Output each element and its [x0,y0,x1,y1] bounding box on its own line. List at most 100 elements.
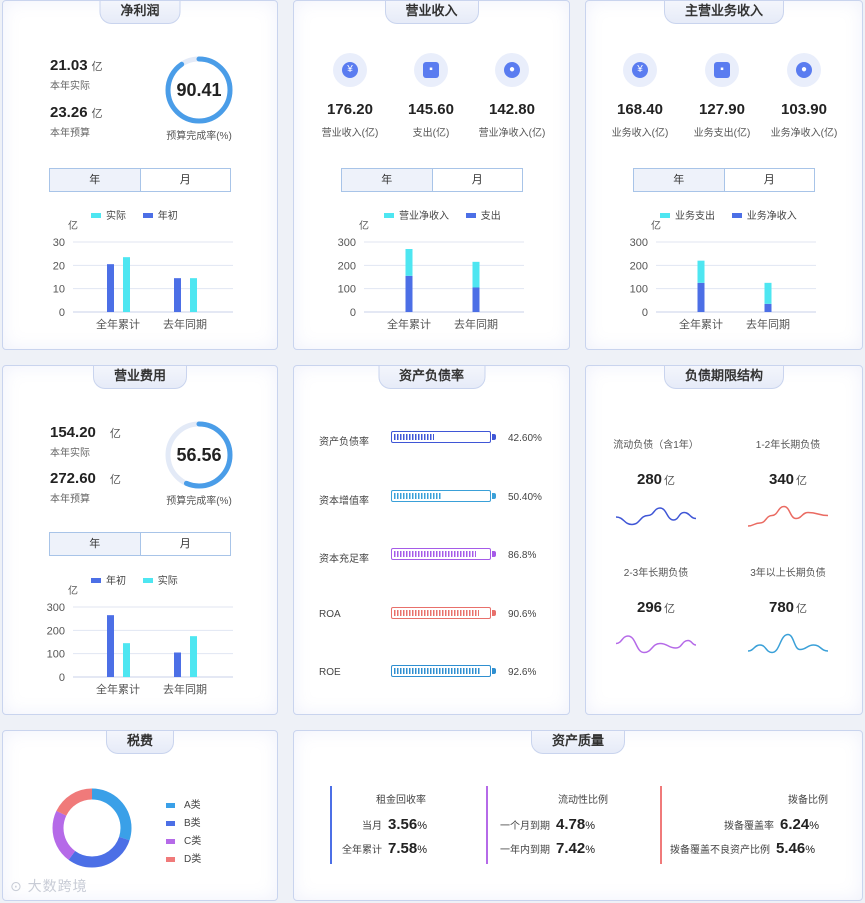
debt-ratio-card: 资产负债率 资产负债率 42.60% 资本增值率 50.40% 资本充足率 86.8% RO… [293,365,570,715]
debt-term-item: 流动负债（含1年） 280 亿 [586,436,726,543]
ring-progress [165,421,233,489]
bar [405,275,413,312]
card-title: 税费 [105,731,175,754]
tab-month[interactable]: 月 [763,174,775,186]
asset-quality-card: 资产质量 租金回收率 当月 3.56% 全年累计 7.58% 流动性比例 一个月到期… [293,730,863,901]
tab-year[interactable]: 年 [50,533,141,555]
rent-recovery-group: 租金回收率 当月 3.56% 全年累计 7.58% [330,786,460,864]
y-tick-label: 0 [642,307,648,319]
stat-label: 业务支出(亿) [693,128,751,139]
term-value: 296 亿 [636,599,676,616]
bar-cap [492,668,496,674]
stat-label: 营业净收入(亿) [478,128,546,139]
actual-metric: 154.20 亿 本年实际 [50,424,121,459]
y-tick-label: 0 [59,307,65,319]
card-title: 资产质量 [530,731,626,754]
legend-label: 实际 [157,576,178,587]
budget-metric: 272.60 亿 本年预算 [50,470,121,505]
legend-label: 营业净收入 [399,211,449,222]
operating-cost-card: 营业费用 154.20 亿 本年实际 272.60 亿 本年预算 56.56 预算完… [2,365,278,715]
y-tick-label: 10 [53,284,65,296]
chart-legend: 年初 实际 [91,572,192,587]
legend-item: 业务支出 [660,211,715,222]
metric-value: 272.60 [50,470,96,487]
quality-row: 一个月到期 4.78% [500,816,595,833]
debt-term-item: 3年以上长期负债 780 亿 [718,564,858,671]
y-tick-label: 300 [338,237,356,249]
metric-value: 21.03 [50,57,88,74]
card-title: 净利润 [99,1,181,24]
completion-ring: 56.56 [165,421,233,489]
year-month-toggle: 年 月 [341,168,523,192]
y-axis-unit: 亿 [68,219,78,232]
tab-month[interactable]: 月 [471,174,483,186]
ratio-fill [394,434,435,440]
y-tick-label: 100 [338,284,356,296]
ratio-progress-bar [391,489,496,502]
revenue-stat: ¥ 176.20 营业收入(亿) [310,53,390,139]
legend-item: A类 [166,797,201,815]
donut-legend: A类 B类 C类 D类 [166,797,201,869]
metric-label: 本年实际 [50,81,90,92]
y-axis-unit: 亿 [651,219,661,232]
actual-metric: 21.03 亿 本年实际 [50,57,103,92]
x-tick-label: 全年累计 [96,317,140,331]
metric-value: 154.20 [50,424,96,441]
metric-unit: 亿 [109,428,121,440]
year-month-toggle: 年 月 [49,168,231,192]
legend-item: 年初 [142,211,178,222]
y-tick-label: 300 [47,602,65,614]
metric-unit: 亿 [109,474,121,486]
stat-value: 142.80 [489,101,535,118]
group-title: 流动性比例 [558,795,608,806]
bar-cap [492,551,496,557]
legend-label: 实际 [106,211,126,222]
y-tick-label: 200 [630,260,648,272]
quality-row: 一年内到期 7.42% [500,840,595,857]
tab-year[interactable]: 年 [634,169,725,191]
y-tick-label: 100 [47,649,65,661]
ring-label: 预算完成率(%) [166,496,232,507]
metric-value: 23.26 [50,104,88,121]
ring-progress [165,56,233,124]
piggy-bank-icon: ● [495,53,529,87]
y-tick-label: 200 [338,260,356,272]
debt-term-card: 负债期限结构 流动负债（含1年） 280 亿 1-2年长期负债 340 亿 2-3年… [585,365,863,715]
donut-slice [52,788,132,868]
x-tick-label: 去年同期 [454,317,498,331]
business-expense-stat: ▪ 127.90 业务支出(亿) [682,53,762,139]
ring-label: 预算完成率(%) [166,131,232,142]
card-title: 资产负债率 [377,366,486,389]
tab-year[interactable]: 年 [50,169,141,191]
legend-label: 业务净收入 [746,211,797,222]
provision-group: 拨备比例 拨备覆盖率 6.24% 拨备覆盖不良资产比例 5.46% [660,786,840,864]
sparkline [615,635,697,654]
ratio-fill [394,492,442,499]
metric-unit: 亿 [91,108,103,120]
watermark: ⊙ 大数跨境 [10,878,88,894]
quality-row: 拨备覆盖不良资产比例 5.46% [670,840,815,857]
wallet-icon: ▪ [705,53,739,87]
net-revenue-stat: ● 142.80 营业净收入(亿) [472,53,552,139]
liquidity-group: 流动性比例 一个月到期 4.78% 一年内到期 7.42% [486,786,626,864]
x-tick-label: 全年累计 [96,682,140,696]
stat-value: 168.40 [617,101,663,118]
legend-item: 实际 [91,211,126,222]
ratio-progress-bar [391,606,496,619]
tab-month[interactable]: 月 [179,174,191,186]
donut-slice [52,788,132,868]
chart-legend: 营业净收入 支出 [384,207,515,222]
tab-month[interactable]: 月 [179,538,191,550]
stat-label: 业务净收入(亿) [770,128,838,139]
ratio-fill [394,609,480,616]
bar [123,643,130,677]
metric-label: 本年实际 [50,448,90,459]
debt-term-item: 1-2年长期负债 340 亿 [718,436,858,543]
ratio-percent: 50.40% [508,491,542,503]
net-profit-card: 净利润 21.03 亿 本年实际 23.26 亿 本年预算 90.41 预算完成率(… [2,0,278,350]
bar-cap [492,492,496,499]
tab-year[interactable]: 年 [342,169,433,191]
term-label: 流动负债（含1年） [613,440,699,451]
y-tick-label: 20 [53,260,65,272]
